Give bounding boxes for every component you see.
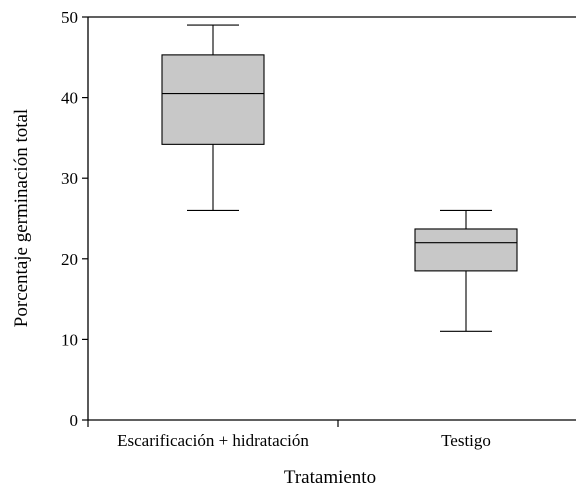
y-tick-label: 20 [61, 250, 78, 269]
plot-frame [87, 16, 576, 421]
box-iqr [414, 228, 518, 272]
box-group [161, 24, 265, 211]
y-tick-label: 10 [61, 330, 78, 349]
box-group [414, 209, 518, 332]
y-axis-label: Porcentaje germinación total [11, 109, 32, 327]
x-tick-label: Testigo [441, 431, 491, 450]
x-axis: Escarificación + hidratación Testigo [87, 420, 491, 450]
x-tick-label: Escarificación + hidratación [117, 431, 309, 450]
x-axis-label: Tratamiento [284, 467, 376, 488]
y-axis: 0 10 20 30 40 50 [61, 8, 88, 430]
y-tick-label: 0 [70, 411, 79, 430]
y-tick-label: 30 [61, 169, 78, 188]
box-iqr [161, 54, 265, 145]
y-tick-label: 40 [61, 89, 78, 108]
y-tick-label: 50 [61, 8, 78, 27]
box-series [161, 24, 518, 332]
